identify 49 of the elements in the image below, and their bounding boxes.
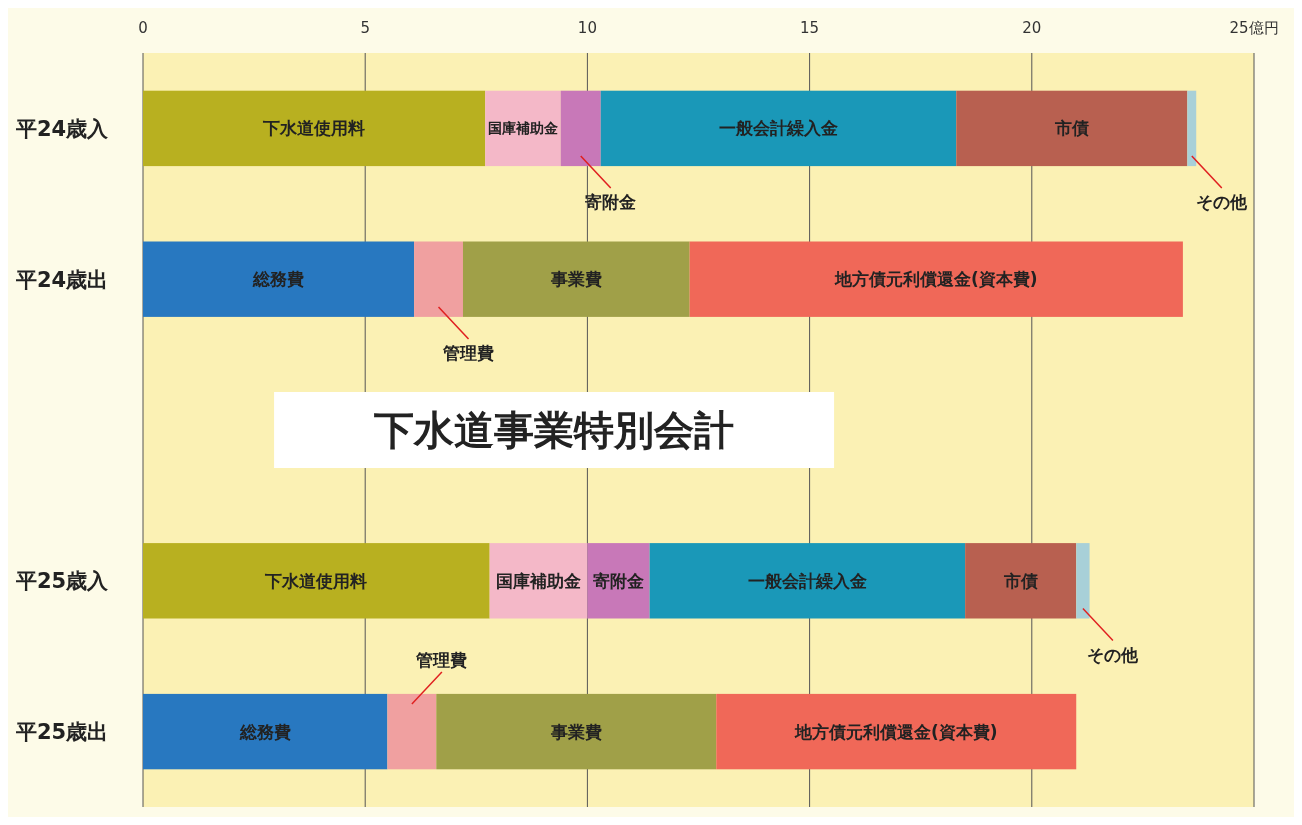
y-tick-label: 平24歳出 <box>15 267 109 292</box>
title-box: 下水道事業特別会計 <box>274 392 835 468</box>
series-label: 管理費 <box>415 649 468 670</box>
series-label: 下水道使用料 <box>264 570 368 591</box>
text: 一般会計繰入金 <box>718 118 838 139</box>
y-tick-label: 平25歳出 <box>15 719 109 744</box>
bar <box>387 693 437 770</box>
x-tick-label: 20 <box>1022 19 1042 37</box>
text: 事業費 <box>550 721 602 742</box>
text: 市債 <box>1054 118 1089 139</box>
bar <box>716 693 1077 770</box>
bar <box>560 90 601 167</box>
series-label: 事業費 <box>549 269 602 290</box>
bar <box>587 543 650 619</box>
x-tick-label: 25億円 <box>1229 19 1279 37</box>
text: 下水道事業特別会計 <box>374 407 735 453</box>
text: その他 <box>1196 192 1248 213</box>
bar <box>462 241 690 317</box>
bar <box>956 90 1188 167</box>
bar <box>143 543 490 619</box>
y-tick-label: 平24歳入 <box>15 116 110 141</box>
series-label: 寄附金 <box>593 570 645 591</box>
x-tick-label: 0 <box>138 19 148 37</box>
series-label: 市債 <box>1002 570 1038 591</box>
series-label: 国庫補助金 <box>487 120 559 137</box>
bar <box>649 543 966 619</box>
bar <box>965 543 1077 619</box>
bar <box>1076 543 1090 619</box>
bar <box>1187 90 1197 167</box>
series-label: 地方債元利償還金(資本費) <box>833 269 1038 290</box>
x-tick-label: 10 <box>577 19 597 37</box>
x-tick-label: 5 <box>360 19 370 37</box>
x-tick-label: 15 <box>800 19 820 37</box>
text: 管理費 <box>443 342 495 363</box>
series-label: 総務費 <box>252 269 305 290</box>
bar <box>143 693 388 770</box>
bar <box>689 241 1183 317</box>
text: 地方債元利償還金(資本費) <box>794 721 998 742</box>
bar <box>414 241 463 317</box>
bar <box>600 90 957 167</box>
bar <box>143 241 415 317</box>
text: 総務費 <box>239 721 291 742</box>
y-tick-label: 平25歳入 <box>15 569 110 594</box>
series-label: 一般会計繰入金 <box>747 570 867 591</box>
bar <box>436 693 717 770</box>
text: 下水道使用料 <box>263 118 366 139</box>
series-label: その他 <box>1087 644 1140 665</box>
text: 国庫補助金 <box>496 570 582 591</box>
bar <box>143 90 486 167</box>
